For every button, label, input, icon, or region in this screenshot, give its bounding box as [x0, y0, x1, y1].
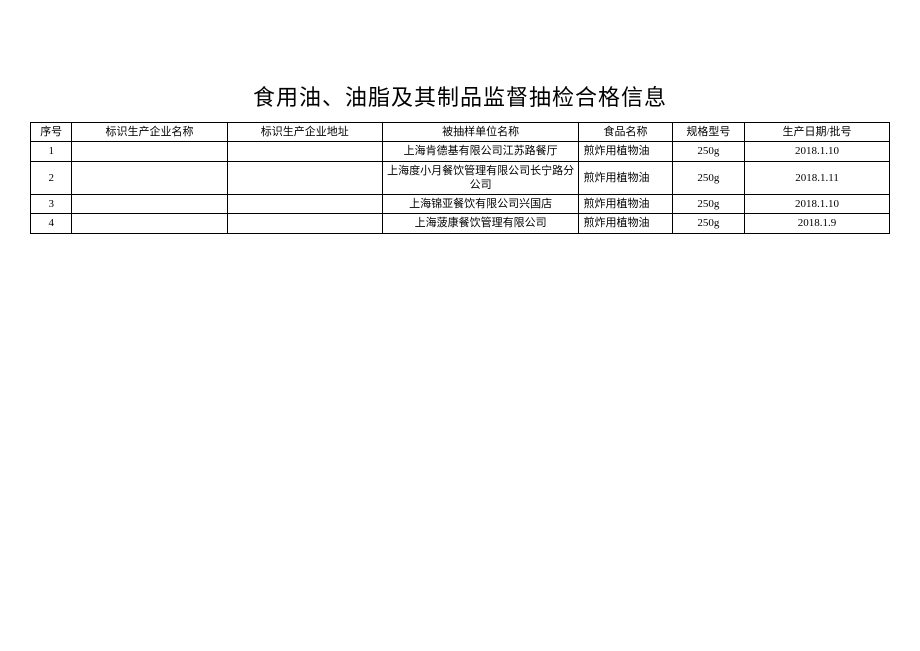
cell-spec: 250g: [672, 195, 744, 214]
document-title: 食用油、油脂及其制品监督抽检合格信息: [30, 80, 890, 112]
cell-prod-date: 2018.1.11: [745, 161, 890, 195]
cell-mfr-addr: [227, 195, 382, 214]
cell-food-name: 煎炸用植物油: [579, 142, 672, 161]
cell-food-name: 煎炸用植物油: [579, 214, 672, 233]
cell-seq: 1: [31, 142, 72, 161]
cell-seq: 3: [31, 195, 72, 214]
cell-prod-date: 2018.1.10: [745, 195, 890, 214]
table-header-row: 序号 标识生产企业名称 标识生产企业地址 被抽样单位名称 食品名称 规格型号 生…: [31, 123, 890, 142]
cell-mfr-name: [72, 161, 227, 195]
cell-mfr-name: [72, 195, 227, 214]
cell-mfr-addr: [227, 161, 382, 195]
cell-mfr-addr: [227, 142, 382, 161]
cell-food-name: 煎炸用植物油: [579, 195, 672, 214]
cell-sampled-unit: 上海度小月餐饮管理有限公司长宁路分公司: [382, 161, 579, 195]
cell-seq: 2: [31, 161, 72, 195]
table-row: 3 上海锦亚餐饮有限公司兴国店煎炸用植物油250g2018.1.10: [31, 195, 890, 214]
cell-mfr-addr: [227, 214, 382, 233]
table-row: 4 上海菠康餐饮管理有限公司煎炸用植物油250g2018.1.9: [31, 214, 890, 233]
cell-sampled-unit: 上海菠康餐饮管理有限公司: [382, 214, 579, 233]
col-header-food-name: 食品名称: [579, 123, 672, 142]
col-header-prod-date: 生产日期/批号: [745, 123, 890, 142]
inspection-table: 序号 标识生产企业名称 标识生产企业地址 被抽样单位名称 食品名称 规格型号 生…: [30, 122, 890, 234]
cell-prod-date: 2018.1.10: [745, 142, 890, 161]
cell-spec: 250g: [672, 214, 744, 233]
table-body: 1上海肯德基有限公司江苏路餐厅煎炸用植物油250g2018.1.102上海度小月…: [31, 142, 890, 233]
cell-food-name: 煎炸用植物油: [579, 161, 672, 195]
cell-mfr-name: [72, 214, 227, 233]
col-header-spec: 规格型号: [672, 123, 744, 142]
cell-sampled-unit: 上海锦亚餐饮有限公司兴国店: [382, 195, 579, 214]
table-row: 2 上海度小月餐饮管理有限公司长宁路分公司煎炸用植物油250g2018.1.11: [31, 161, 890, 195]
col-header-mfr-name: 标识生产企业名称: [72, 123, 227, 142]
col-header-mfr-addr: 标识生产企业地址: [227, 123, 382, 142]
col-header-sampled-unit: 被抽样单位名称: [382, 123, 579, 142]
cell-prod-date: 2018.1.9: [745, 214, 890, 233]
table-row: 1 上海肯德基有限公司江苏路餐厅煎炸用植物油250g2018.1.10: [31, 142, 890, 161]
cell-spec: 250g: [672, 142, 744, 161]
cell-mfr-name: [72, 142, 227, 161]
cell-sampled-unit: 上海肯德基有限公司江苏路餐厅: [382, 142, 579, 161]
cell-seq: 4: [31, 214, 72, 233]
col-header-seq: 序号: [31, 123, 72, 142]
cell-spec: 250g: [672, 161, 744, 195]
